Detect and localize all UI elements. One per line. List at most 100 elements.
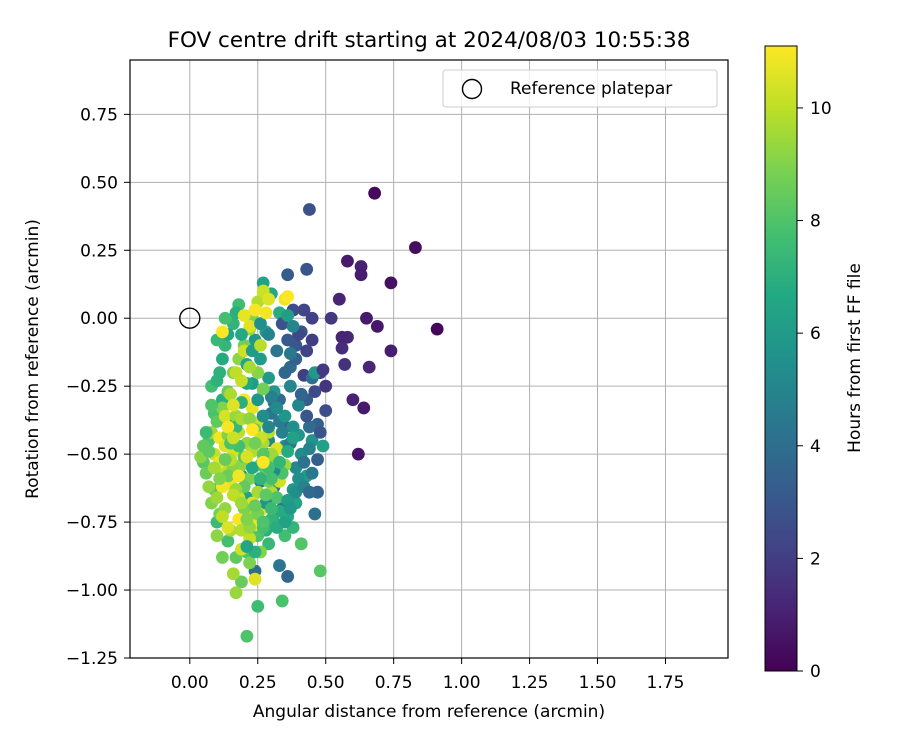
data-point [281,309,295,322]
data-point [300,409,314,423]
data-point [303,420,316,434]
x-tick-label: 0.00 [171,673,209,693]
data-point [316,363,330,377]
data-point [278,529,292,543]
data-point [256,515,270,529]
x-tick-label: 0.25 [239,673,277,693]
data-point [210,529,224,543]
data-point [251,393,265,407]
data-point [292,398,305,412]
data-point [243,556,256,570]
data-point [229,586,243,600]
data-point [286,420,300,434]
plot-frame [129,59,729,659]
data-point [283,379,297,393]
x-tick-label: 0.75 [375,673,413,693]
data-point [297,303,311,317]
data-point [303,442,316,456]
data-point [235,328,248,341]
x-tick-label: 1.25 [511,673,549,693]
data-point [273,559,286,572]
data-point [202,480,216,494]
data-point [286,431,300,445]
data-point [210,374,224,388]
data-point [240,450,254,464]
colorbar-tick-label: 0 [810,662,821,682]
y-tick-label: 0.50 [80,173,118,193]
data-point [357,401,371,415]
data-point [300,262,314,276]
data-point [275,594,289,608]
data-point [245,423,259,437]
x-axis-ticks: 0.00 0.25 0.50 0.75 1.00 1.25 1.50 1.75 [171,658,685,693]
data-point [370,319,384,333]
data-point [346,393,360,407]
data-point [281,268,295,282]
data-point [281,445,295,458]
data-point [384,344,398,358]
data-point [243,319,256,333]
data-point [218,311,232,325]
data-point [294,537,308,551]
data-point [256,409,270,423]
data-point [305,311,319,325]
data-point [338,358,352,371]
colorbar-gradient [764,45,798,672]
data-point [332,292,346,306]
data-point [278,366,292,379]
data-point [240,629,254,643]
colorbar-tick-label: 4 [810,437,821,457]
legend-label-reference: Reference platepar [510,79,672,99]
data-point [243,360,256,374]
legend-reference-marker-icon [461,78,483,100]
data-point [240,512,254,526]
y-tick-label: 0.00 [80,309,118,329]
y-tick-label: −0.50 [66,445,118,465]
x-tick-label: 1.00 [443,673,481,693]
data-point [319,379,333,393]
data-point [235,496,248,510]
data-point [368,186,382,200]
data-point [243,412,256,426]
data-point [360,311,373,325]
data-point [221,420,235,434]
data-point [259,306,273,320]
data-point [262,537,276,551]
data-point [281,333,295,347]
data-point [256,455,270,469]
data-point [354,268,368,282]
data-point [305,466,319,480]
y-tick-label: −1.00 [66,581,118,601]
data-point [335,341,349,355]
data-point [216,510,229,524]
data-point [384,276,398,290]
reference-point-marker [179,307,201,329]
data-point [226,398,240,412]
data-point [235,575,248,589]
colorbar-label: Hours from first FF file [845,263,865,453]
colorbar-tick-label: 2 [810,549,821,569]
colorbar-tick-label: 6 [810,324,821,344]
y-tick-label: 0.75 [80,105,118,125]
y-tick-label: −0.75 [66,513,118,533]
data-point [305,333,319,347]
data-point [237,309,251,322]
data-point [216,325,229,339]
data-point [240,540,254,553]
data-point [294,387,308,401]
data-point [313,564,327,578]
data-point [254,352,267,366]
data-point [283,502,297,515]
colorbar-ticks: 0 2 4 6 8 10 [797,99,832,682]
data-point [254,317,267,331]
data-point [430,322,444,336]
data-point [221,534,235,548]
x-tick-label: 1.75 [647,673,685,693]
data-point [245,461,259,475]
data-point [264,390,278,404]
data-point [283,347,297,360]
colorbar-tick-label: 8 [810,212,821,232]
data-point [218,453,232,466]
data-point [275,425,289,439]
